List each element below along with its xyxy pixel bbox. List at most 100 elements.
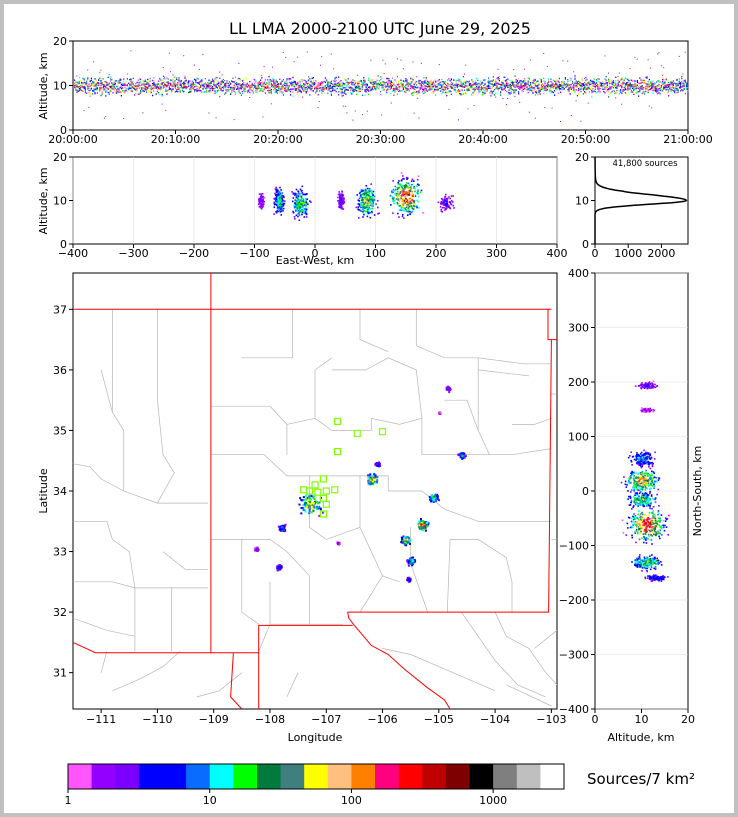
time-height-source xyxy=(227,82,229,85)
time-height-source xyxy=(491,91,493,93)
time-height-source xyxy=(215,83,217,86)
time-height-source xyxy=(620,89,622,91)
time-height-source xyxy=(390,85,392,88)
time-height-source xyxy=(153,90,155,92)
east-west-source xyxy=(396,186,399,189)
time-height-source xyxy=(612,82,614,84)
time-height-source xyxy=(629,68,631,70)
east-west-source xyxy=(274,192,276,195)
time-height-source xyxy=(342,84,344,86)
time-height-source xyxy=(585,92,587,94)
time-height-source xyxy=(369,79,371,81)
time-height-source xyxy=(81,86,83,89)
time-height-source xyxy=(104,84,106,86)
time-height-source xyxy=(194,90,196,93)
time-height-source xyxy=(500,84,502,86)
time-height-source xyxy=(556,87,558,89)
time-height-source xyxy=(234,93,236,96)
east-west-source xyxy=(305,206,307,208)
time-height-source xyxy=(280,82,282,84)
east-west-source xyxy=(408,186,410,188)
time-height-source xyxy=(362,88,364,91)
east-west-source xyxy=(406,177,409,179)
time-height-source xyxy=(358,91,360,93)
time-height-source xyxy=(330,82,332,85)
east-west-source xyxy=(355,206,358,209)
time-height-source xyxy=(456,79,458,81)
time-height-source xyxy=(543,77,545,80)
time-height-source xyxy=(426,90,428,92)
time-height-source xyxy=(105,86,107,88)
time-height-source xyxy=(497,82,499,85)
time-height-source xyxy=(558,81,560,84)
time-height-source xyxy=(500,91,502,93)
time-height-source xyxy=(639,82,641,85)
east-west-source xyxy=(359,194,362,197)
time-height-source xyxy=(554,94,556,96)
time-height-source xyxy=(203,83,205,85)
time-height-source xyxy=(329,90,331,93)
time-height-source xyxy=(321,84,323,86)
time-height-source xyxy=(362,94,364,96)
east-west-source xyxy=(301,185,304,188)
time-height-source xyxy=(443,89,445,91)
east-west-source xyxy=(362,201,364,203)
time-height-source xyxy=(129,85,131,87)
time-height-source xyxy=(450,93,452,96)
time-height-source xyxy=(540,79,542,81)
time-height-source xyxy=(599,91,601,93)
time-height-source xyxy=(458,83,460,86)
time-height-source xyxy=(461,93,463,96)
time-height-source xyxy=(614,85,616,87)
time-height-source xyxy=(446,89,448,91)
time-height-source xyxy=(75,81,77,83)
time-height-source xyxy=(672,82,674,85)
east-west-source xyxy=(276,200,278,202)
time-height-source xyxy=(446,84,448,87)
time-height-source xyxy=(160,88,162,91)
east-west-source xyxy=(410,180,413,182)
time-height-source xyxy=(227,88,229,91)
time-height-source xyxy=(471,86,473,88)
time-height-source xyxy=(339,83,341,85)
time-height-source xyxy=(440,81,442,84)
time-height-source xyxy=(213,82,215,85)
time-height-source xyxy=(668,90,670,93)
time-height-source xyxy=(75,89,77,91)
time-height-source xyxy=(134,87,136,89)
time-height-source xyxy=(276,92,278,94)
time-height-source xyxy=(360,89,362,91)
time-height-source xyxy=(496,87,498,89)
time-height-source xyxy=(208,112,210,114)
time-height-source xyxy=(389,88,391,90)
time-height-source xyxy=(413,88,415,90)
east-west-source xyxy=(260,202,262,205)
state-boundary xyxy=(347,612,451,710)
east-west-source xyxy=(446,207,448,209)
east-west-source xyxy=(359,209,362,212)
east-west-source xyxy=(403,217,405,219)
time-height-source xyxy=(242,92,244,95)
time-height-source xyxy=(442,91,444,94)
time-height-source xyxy=(248,84,250,86)
time-height-source xyxy=(381,78,383,80)
time-height-source xyxy=(402,88,404,90)
time-height-source xyxy=(563,88,565,90)
time-height-source xyxy=(658,91,660,94)
east-west-source xyxy=(441,206,444,209)
east-west-source xyxy=(406,187,409,190)
time-height-source xyxy=(602,82,604,85)
east-west-source xyxy=(366,197,369,199)
time-height-source xyxy=(150,91,152,94)
time-height-source xyxy=(550,78,552,80)
time-height-source xyxy=(113,83,115,86)
time-height-source xyxy=(407,84,409,86)
east-west-source xyxy=(342,199,345,201)
time-height-source xyxy=(276,81,278,83)
time-height-source xyxy=(497,78,499,80)
time-height-source xyxy=(584,78,585,80)
east-west-source xyxy=(417,189,419,191)
time-height-source xyxy=(656,87,658,89)
time-height-source xyxy=(356,85,358,88)
time-height-source xyxy=(515,79,517,81)
